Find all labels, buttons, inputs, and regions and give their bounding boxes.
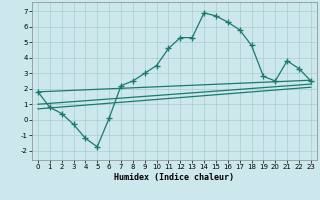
X-axis label: Humidex (Indice chaleur): Humidex (Indice chaleur) bbox=[115, 173, 234, 182]
